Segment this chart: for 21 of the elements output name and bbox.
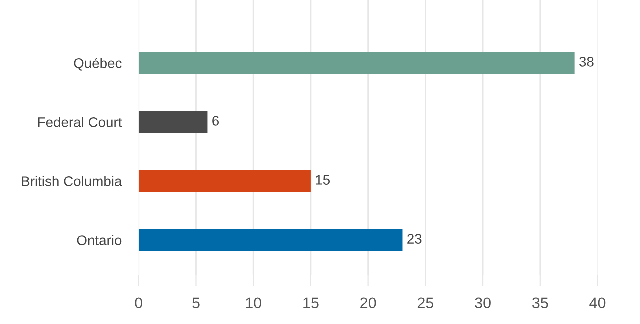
bar — [138, 52, 575, 74]
data-label: 15 — [316, 175, 330, 185]
y-tick-label: British Columbia — [22, 176, 122, 186]
x-tick-label: 20 — [360, 298, 376, 309]
x-tick-label: 10 — [246, 298, 262, 309]
x-tick-label: 30 — [475, 298, 491, 309]
data-label: 6 — [212, 116, 219, 126]
data-label: 23 — [408, 234, 422, 244]
y-tick-label: Federal Court — [38, 117, 122, 128]
x-tick-label: 5 — [192, 298, 200, 309]
x-tick-label: 25 — [418, 298, 434, 309]
y-tick-label: Québec — [74, 58, 122, 71]
x-tick-label: 0 — [135, 298, 143, 309]
data-label: 38 — [580, 57, 594, 67]
x-tick-label: 15 — [304, 298, 319, 309]
y-tick-label: Ontario — [77, 235, 122, 246]
bar — [138, 170, 311, 192]
x-tick-label: 40 — [590, 298, 606, 309]
bar — [138, 111, 208, 134]
bar — [138, 229, 403, 252]
x-tick-label: 35 — [532, 298, 548, 309]
